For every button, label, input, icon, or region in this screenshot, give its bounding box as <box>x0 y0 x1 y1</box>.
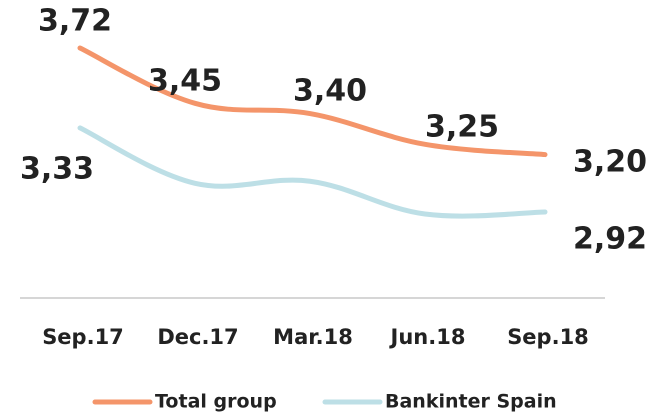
data-label: 3,25 <box>425 110 499 145</box>
line <box>77 45 548 158</box>
data-label: 3,45 <box>148 64 222 99</box>
x-tick-label: Sep.17 <box>42 325 124 349</box>
x-tick-label: Jun.18 <box>389 325 466 349</box>
legend-label: Total group <box>155 391 277 413</box>
data-label: 3,33 <box>20 152 94 187</box>
data-label: 3,72 <box>38 4 112 39</box>
data-label: 3,20 <box>573 145 647 180</box>
x-tick-label: Sep.18 <box>507 325 589 349</box>
line <box>77 125 548 219</box>
data-label: 2,92 <box>573 222 647 257</box>
data-label: 3,40 <box>293 74 367 109</box>
x-tick-label: Mar.18 <box>273 325 353 349</box>
x-tick-label: Dec.17 <box>157 325 238 349</box>
legend-label: Bankinter Spain <box>385 391 557 413</box>
